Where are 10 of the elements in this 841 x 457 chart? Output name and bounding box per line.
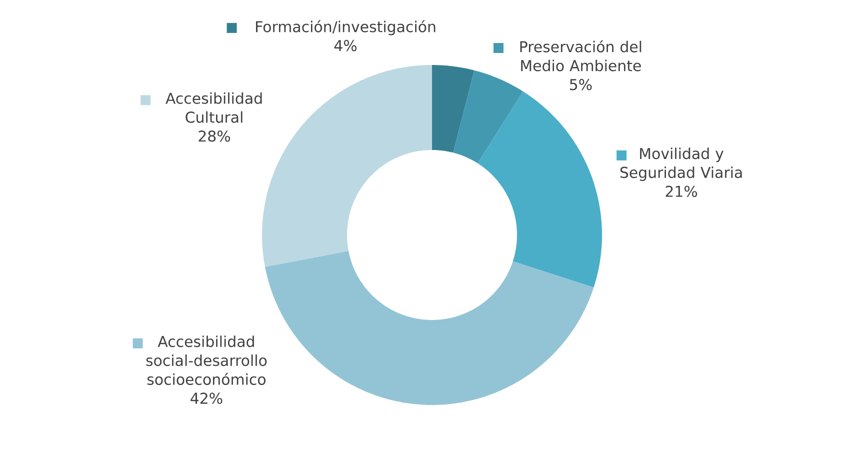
data-label: 21%: [666, 186, 698, 198]
legend-label: Accesibilidad social-desarrollo socioeconómico: [146, 336, 267, 385]
legend-label: Preservación del Medio Ambiente: [520, 40, 642, 72]
data-label: 4%: [334, 40, 357, 52]
legend-label: Formación/investigación: [256, 20, 436, 36]
data-label: 42%: [190, 392, 222, 404]
data-label: 28%: [198, 130, 230, 142]
data-label: 5%: [570, 78, 592, 90]
legend-label: Accesibilidad Cultural: [166, 92, 262, 123]
legend-label: Movilidad y Seguridad Viaria: [620, 148, 742, 181]
